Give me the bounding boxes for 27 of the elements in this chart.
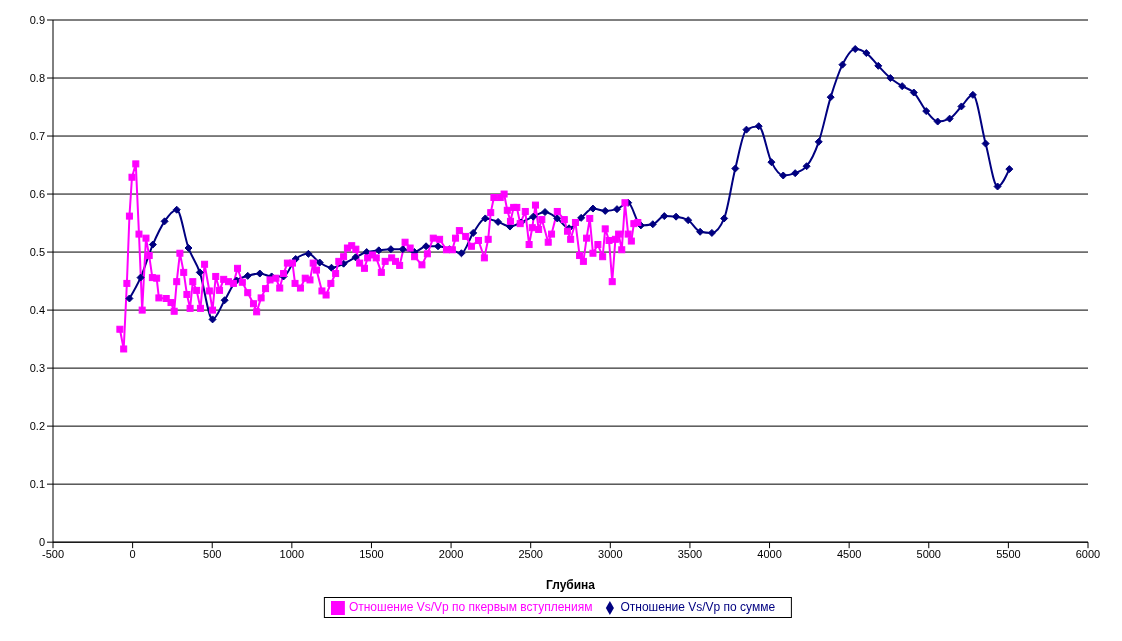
y-tick-label: 0.5: [29, 245, 45, 258]
x-tick-label: 6000: [1075, 547, 1101, 560]
legend-label: Отношение Vs/Vp по пкервым вступлениям: [348, 600, 593, 615]
y-tick-label: 0.8: [29, 71, 45, 84]
x-tick-label: 4500: [836, 547, 862, 560]
x-tick-label: 1500: [359, 547, 384, 560]
y-tick-label: 0.1: [29, 478, 45, 491]
y-tick-label: 0.9: [29, 13, 45, 26]
y-tick-label: 0.6: [29, 187, 45, 200]
x-tick-label: 0: [129, 547, 136, 560]
x-tick-label: 500: [203, 547, 222, 560]
y-tick-label: 0: [38, 536, 45, 549]
x-tick-label: -500: [41, 547, 65, 560]
x-tick-label: 4000: [757, 547, 782, 560]
x-axis-title: Глубина: [545, 578, 596, 593]
y-tick-label: 0.4: [29, 304, 45, 316]
x-tick-label: 2000: [438, 547, 464, 560]
legend-label: Отношение Vs/Vp по сумме: [620, 600, 776, 615]
x-tick-label: 1000: [279, 547, 305, 560]
y-tick-label: 0.2: [29, 420, 45, 433]
x-tick-label: 2500: [518, 547, 543, 560]
y-tick-label: 0.7: [29, 129, 45, 142]
y-tick-label: 0.3: [29, 362, 45, 375]
x-tick-label: 5000: [916, 547, 942, 560]
x-tick-label: 3500: [677, 547, 703, 560]
x-tick-label: 5500: [996, 547, 1021, 560]
x-tick-label: 3000: [598, 547, 623, 560]
